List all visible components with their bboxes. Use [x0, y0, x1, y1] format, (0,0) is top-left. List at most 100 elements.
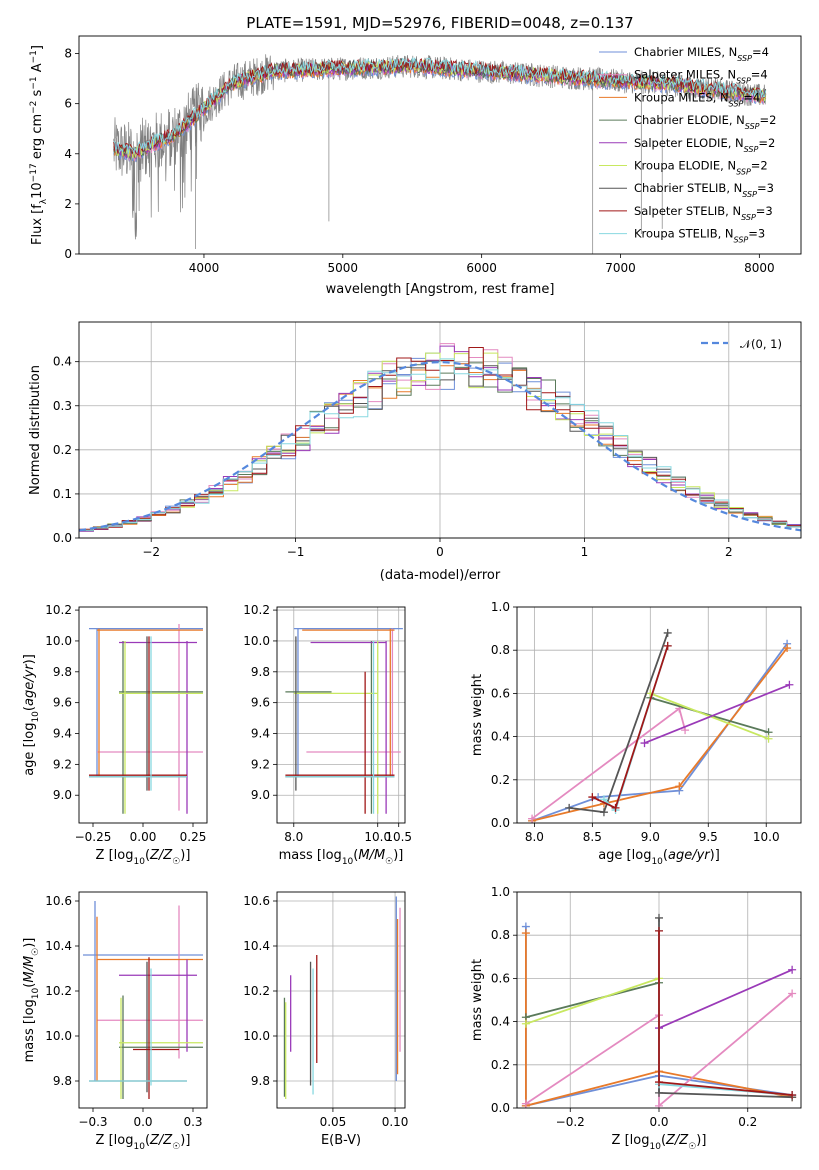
weight-marker	[655, 1088, 663, 1097]
y-tick-label: 10.2	[243, 984, 270, 998]
y-axis-label: mass [log10(M/M☉)]	[22, 938, 41, 1063]
axes-frame	[516, 606, 802, 824]
x-axis-label: Z [log10(Z/Z☉)]	[612, 1133, 707, 1152]
panel-weight-vs-z: −0.2 0.0 0.2 0.0 0.2 0.4 0.6 0.8 1.0 Z [log10(Z/Z…	[470, 885, 802, 1152]
weight-line-chabrier-stelib	[569, 632, 669, 814]
legend-entry: 𝒩(0, 1)	[740, 337, 782, 351]
x-tick-label: 0.0	[649, 1115, 668, 1129]
weight-marker	[640, 739, 649, 748]
y-tick-label: 0.4	[53, 355, 72, 369]
legend-entry: Salpeter MILES, NSSP=4	[634, 68, 768, 86]
panel-mass-vs-z: −0.3 0.0 0.3 9.8 10.0 10.2 10.4 10.6 Z [log10(Z/…	[22, 891, 208, 1152]
y-tick-label: 0.6	[491, 686, 510, 700]
x-tick-label: 2	[725, 545, 733, 559]
y-tick-label: 0.4	[491, 1015, 510, 1029]
y-tick-label: 9.2	[251, 757, 270, 771]
legend-entry: Chabrier ELODIE, NSSP=2	[634, 113, 776, 131]
panel-mass-vs-ebv: 0.05 0.10 9.8 10.0 10.2 10.4 10.6 E(B-V)	[243, 891, 408, 1148]
plot-area	[79, 343, 801, 538]
plot-area	[283, 896, 401, 1099]
x-axis-label: (data-model)/error	[380, 568, 501, 583]
weight-marker	[655, 1101, 663, 1108]
x-tick-label: −1	[287, 545, 305, 559]
x-tick-label: 10.5	[385, 830, 412, 844]
y-tick-label: 10.0	[243, 1029, 270, 1043]
y-tick-label: 9.8	[251, 665, 270, 679]
weight-marker	[663, 641, 672, 650]
y-axis-label: Flux [fλ10−17 erg cm−2 s−1 A−1]	[29, 45, 49, 245]
y-tick-label: 0.2	[491, 773, 510, 787]
axes-frame	[276, 891, 406, 1109]
axes-frame	[516, 891, 802, 1109]
legend-entry: Salpeter STELIB, NSSP=3	[634, 204, 773, 222]
plot-area	[528, 628, 794, 823]
weight-line-chabrier-stelib	[658, 917, 793, 1099]
weight-marker	[785, 680, 794, 689]
axes-frame	[276, 606, 406, 824]
plot-area	[285, 627, 403, 814]
y-tick-label: 10.2	[45, 603, 72, 617]
x-axis-label: age [log10(age/yr)]	[598, 848, 720, 867]
x-tick-label: 0.2	[738, 1115, 757, 1129]
y-tick-label: 1.0	[491, 600, 510, 614]
x-tick-label: 10.0	[753, 830, 780, 844]
x-axis-label: E(B-V)	[321, 1133, 361, 1148]
weight-marker	[521, 1099, 530, 1108]
weight-marker	[588, 793, 597, 802]
model-line-kroupa-stelib	[113, 57, 767, 155]
weight-line-salpeter-stelib	[591, 645, 669, 810]
x-tick-label: 4000	[189, 261, 220, 275]
y-tick-label: 10.0	[45, 634, 72, 648]
y-tick-label: 2	[64, 197, 72, 211]
weight-marker	[675, 782, 684, 791]
x-tick-label: 8.5	[583, 830, 602, 844]
x-tick-label: 8.0	[525, 830, 544, 844]
x-tick-label: 5000	[328, 261, 359, 275]
y-tick-label: 1.0	[491, 885, 510, 899]
weight-line-chabrier-elodie	[650, 696, 769, 734]
y-tick-label: 0.2	[491, 1058, 510, 1072]
plot-area	[521, 913, 797, 1108]
x-axis-label: Z [log10(Z/Z☉)]	[96, 848, 191, 867]
x-tick-label: 9.5	[699, 830, 718, 844]
weight-marker	[655, 1078, 663, 1087]
y-tick-label: 10.2	[243, 603, 270, 617]
weight-marker	[528, 814, 537, 823]
weight-marker	[655, 913, 663, 922]
weight-marker	[764, 734, 773, 743]
y-axis-label: mass weight	[470, 674, 485, 756]
x-tick-label: 9.0	[641, 830, 660, 844]
y-tick-label: 9.8	[251, 1074, 270, 1088]
x-axis-label: wavelength [Angstrom, rest frame]	[326, 282, 555, 297]
y-tick-label: 10.6	[243, 894, 270, 908]
y-tick-label: 9.4	[251, 727, 270, 741]
plot-area	[89, 623, 203, 814]
histogram-kroupa-stelib	[79, 358, 801, 538]
x-tick-label: 0.25	[180, 830, 207, 844]
axes-frame	[78, 891, 208, 1109]
y-tick-label: 0.0	[491, 1101, 510, 1115]
weight-line-salpeter-elodie	[658, 968, 793, 1029]
weight-line-kroupa-elodie	[525, 977, 660, 1025]
x-tick-label: 0.0	[133, 1115, 152, 1129]
y-tick-label: 9.8	[53, 665, 72, 679]
y-tick-label: 9.6	[53, 696, 72, 710]
legend-entry: Chabrier STELIB, NSSP=3	[634, 181, 774, 199]
weight-marker	[655, 926, 663, 935]
weight-marker	[611, 803, 620, 812]
panel-weight-vs-age: 8.0 8.5 9.0 9.5 10.0 0.0 0.2 0.4 0.6 0.8 1.0 age [l…	[470, 600, 802, 867]
chart-title: PLATE=1591, MJD=52976, FIBERID=0048, z=0…	[246, 14, 633, 32]
weight-line-salpeter-elodie	[644, 683, 790, 744]
x-axis-label: Z [log10(Z/Z☉)]	[96, 1133, 191, 1152]
x-tick-label: −0.2	[556, 1115, 585, 1129]
legend-entry: Salpeter ELODIE, NSSP=2	[634, 136, 775, 154]
x-tick-label: −0.25	[75, 830, 112, 844]
x-tick-label: 0.00	[130, 830, 157, 844]
y-tick-label: 9.0	[251, 788, 270, 802]
legend-entry: Chabrier MILES, NSSP=4	[634, 45, 769, 63]
panel-age-vs-z: −0.25 0.00 0.25 9.0 9.2 9.4 9.6 9.8 10.0 10.2 Z [l…	[22, 603, 208, 867]
weight-marker	[599, 808, 608, 817]
y-tick-label: 8	[64, 47, 72, 61]
